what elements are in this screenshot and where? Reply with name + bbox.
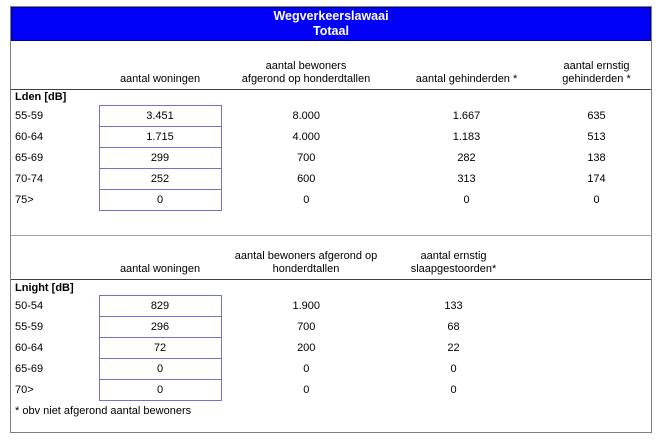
- value-cell-bewoners: 0: [303, 363, 310, 375]
- row-label: 60-64: [15, 130, 44, 143]
- input-cell-woningen: 299: [98, 146, 222, 169]
- value-cell-bewoners: 600: [297, 172, 316, 185]
- table-title-line1: Wegverkeerslawaai: [273, 9, 389, 23]
- value-cell-ernstig: 0: [593, 193, 600, 206]
- column-header-gehinderden: aantal gehinderden *: [391, 41, 542, 90]
- value-cell-gehinderden: 1.183: [452, 130, 481, 143]
- column-header-bewoners: aantal bewoners afgerond op honderdtalle…: [221, 41, 391, 90]
- value-cell-empty: [516, 338, 651, 359]
- input-cell-woningen: 0: [98, 358, 222, 380]
- table-row: 70-74 252 600 313 174: [11, 167, 651, 190]
- value-cell-gehinderden: 0: [463, 193, 470, 206]
- table-row: 65-69 0 0 0: [11, 358, 651, 380]
- input-cell-woningen: 1.715: [98, 125, 222, 148]
- value-cell-slaapgestoorden: 0: [450, 363, 457, 375]
- value-cell-ernstig: 635: [587, 109, 606, 122]
- row-label: 75>: [15, 193, 34, 206]
- column-header-empty: [11, 41, 99, 90]
- input-cell-woningen: 296: [98, 316, 222, 338]
- row-label: 55-59: [15, 321, 44, 333]
- input-cell-woningen: 0: [98, 188, 222, 211]
- table-row: 75> 0 0 0 0: [11, 188, 651, 211]
- value-cell-bewoners: 200: [297, 342, 316, 354]
- value-cell-bewoners: 700: [297, 151, 316, 164]
- row-label: 50-54: [15, 300, 44, 312]
- column-header-bewoners: aantal bewoners afgerond op honderdtalle…: [221, 235, 391, 280]
- table-row: 60-64 72 200 22: [11, 337, 651, 359]
- section-label-lden: Lden [dB]: [15, 91, 67, 103]
- value-cell-slaapgestoorden: 22: [447, 342, 460, 354]
- report-table-frame: Wegverkeerslawaai Totaal aantal woningen…: [10, 6, 652, 433]
- value-cell-empty: [516, 380, 651, 401]
- input-cell-woningen: 0: [98, 379, 222, 401]
- value-cell-bewoners: 4.000: [292, 130, 321, 143]
- section-label-lnight: Lnight [dB]: [15, 281, 74, 294]
- input-cell-woningen: 3.451: [98, 104, 222, 127]
- value-cell-ernstig: 513: [587, 130, 606, 143]
- column-header-empty: [516, 235, 651, 280]
- value-cell-empty: [516, 317, 651, 338]
- value-cell-empty: [516, 359, 651, 380]
- table-row: 55-59 3.451 8.000 1.667 635: [11, 104, 651, 127]
- footnote: * obv niet afgerond aantal bewoners: [15, 405, 192, 417]
- table-title-banner: Wegverkeerslawaai Totaal: [11, 7, 651, 41]
- lden-table: aantal woningen aantal bewoners afgerond…: [11, 41, 651, 211]
- table-title-line2: Totaal: [313, 24, 349, 38]
- row-label: 65-69: [15, 151, 44, 164]
- value-cell-empty: [516, 296, 651, 317]
- lnight-section-row: Lnight [dB]: [11, 280, 651, 296]
- table-row: 60-64 1.715 4.000 1.183 513: [11, 125, 651, 148]
- row-label: 70-74: [15, 172, 44, 185]
- input-cell-woningen: 252: [98, 167, 222, 190]
- value-cell-bewoners: 0: [303, 384, 310, 396]
- value-cell-bewoners: 700: [297, 321, 316, 333]
- column-header-empty: [11, 235, 99, 280]
- column-header-woningen: aantal woningen: [99, 41, 221, 90]
- column-header-slaapgestoorden: aantal ernstig slaapgestoorden*: [391, 235, 516, 280]
- row-label: 55-59: [15, 109, 44, 122]
- table-row: 50-54 829 1.900 133: [11, 295, 651, 317]
- column-header-woningen: aantal woningen: [99, 235, 221, 280]
- table-row: 70> 0 0 0: [11, 379, 651, 401]
- row-label: 65-69: [15, 363, 44, 375]
- value-cell-gehinderden: 282: [457, 151, 476, 164]
- value-cell-bewoners: 1.900: [292, 300, 321, 312]
- row-label: 70>: [15, 384, 34, 396]
- lnight-table: aantal woningen aantal bewoners afgerond…: [11, 235, 651, 401]
- value-cell-slaapgestoorden: 0: [450, 384, 457, 396]
- input-cell-woningen: 72: [98, 337, 222, 359]
- value-cell-bewoners: 0: [303, 193, 310, 206]
- input-cell-woningen: 829: [98, 295, 222, 317]
- table-row: 65-69 299 700 282 138: [11, 146, 651, 169]
- value-cell-gehinderden: 313: [457, 172, 476, 185]
- value-cell-ernstig: 174: [587, 172, 606, 185]
- section-divider: [11, 211, 651, 236]
- row-label: 60-64: [15, 342, 44, 354]
- value-cell-slaapgestoorden: 68: [447, 321, 460, 333]
- value-cell-gehinderden: 1.667: [452, 109, 481, 122]
- value-cell-bewoners: 8.000: [292, 109, 321, 122]
- column-header-ernstig-gehinderden: aantal ernstig gehinderden *: [542, 41, 651, 90]
- value-cell-ernstig: 138: [587, 151, 606, 164]
- lnight-header-row: aantal woningen aantal bewoners afgerond…: [11, 235, 651, 280]
- table-row: 55-59 296 700 68: [11, 316, 651, 338]
- lden-header-row: aantal woningen aantal bewoners afgerond…: [11, 41, 651, 90]
- lden-section-row: Lden [dB]: [11, 89, 651, 105]
- value-cell-slaapgestoorden: 133: [444, 300, 463, 312]
